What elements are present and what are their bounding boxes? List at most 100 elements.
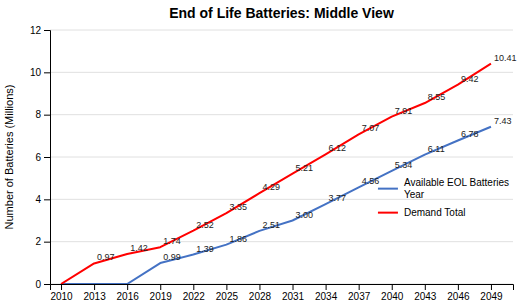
data-label: 6.78: [461, 129, 479, 139]
x-tick-label: 2019: [150, 291, 173, 302]
x-tick-mark: [259, 284, 260, 290]
y-grid: [50, 30, 513, 284]
y-tick-mark: [44, 242, 50, 243]
x-tick-label: 2043: [414, 291, 437, 302]
grid-line: [50, 199, 513, 200]
data-label: 9.42: [461, 74, 479, 84]
y-tick: 12: [30, 25, 50, 36]
legend-item: Demand Total: [378, 207, 466, 218]
data-label: 2.52: [196, 220, 214, 230]
lines: [61, 64, 491, 284]
x-tick-label: 2040: [381, 291, 404, 302]
y-tick: 0: [35, 279, 50, 290]
data-label: 1.74: [163, 236, 181, 246]
legend-item: Available EOL BatteriesYear: [378, 177, 509, 200]
x-tick-mark: [458, 284, 459, 290]
y-tick-label: 12: [30, 25, 42, 36]
y-tick: 4: [35, 194, 50, 205]
y-tick-mark: [44, 72, 50, 73]
grid-line: [50, 72, 513, 73]
x-axis: 2010 2013 2016 2019 2022 2025 2028 2031 2034 2037…: [50, 284, 513, 302]
x-tick: 2031: [282, 284, 305, 302]
data-label: 6.12: [329, 143, 347, 153]
x-tick-mark: [326, 284, 327, 290]
x-tick-label: 2022: [183, 291, 206, 302]
series-line: [61, 127, 491, 284]
x-tick-mark: [293, 284, 294, 290]
data-label: 7.43: [494, 116, 512, 126]
legend-swatch: [378, 212, 398, 214]
x-tick: 2013: [83, 284, 106, 302]
y-tick-label: 8: [35, 109, 41, 120]
x-tick: 2028: [249, 284, 272, 302]
data-label: 1.42: [130, 243, 148, 253]
y-tick-label: 0: [35, 279, 41, 290]
data-label: 0.99: [163, 252, 181, 262]
series-line: [61, 64, 491, 284]
x-tick-label: 2034: [315, 291, 338, 302]
y-tick-label: 10: [30, 67, 42, 78]
x-tick-label: 2013: [83, 291, 106, 302]
x-tick-mark: [392, 284, 393, 290]
data-label: 8.55: [428, 92, 446, 102]
data-label: 1.39: [196, 244, 214, 254]
legend-swatch: [378, 188, 398, 190]
x-tick-mark: [491, 284, 492, 290]
x-tick-label: 2010: [50, 291, 73, 302]
grid-line: [50, 241, 513, 242]
x-tick-mark: [127, 284, 128, 290]
legend-label: Demand Total: [404, 207, 466, 218]
data-label: 3.77: [329, 193, 347, 203]
y-axis: 0 2 4 6 8 10 12: [30, 25, 51, 290]
data-label: 5.34: [395, 160, 413, 170]
data-label: 3.35: [229, 202, 247, 212]
x-tick: 2046: [447, 284, 470, 302]
y-tick-label: 6: [35, 152, 41, 163]
x-tick: 2019: [150, 284, 173, 302]
y-tick-mark: [44, 284, 50, 285]
data-label: 2.51: [262, 220, 280, 230]
y-axis-line: [44, 31, 51, 285]
grid-line: [50, 30, 513, 31]
data-label: 3.00: [296, 210, 314, 220]
data-label: 7.91: [395, 106, 413, 116]
data-label: 5.21: [296, 163, 314, 173]
x-tick-label: 2031: [282, 291, 305, 302]
x-tick-mark: [61, 284, 62, 290]
x-tick-mark: [425, 284, 426, 290]
x-tick-mark: [226, 284, 227, 290]
x-tick: 2010: [50, 284, 73, 302]
x-tick: 2049: [480, 284, 503, 302]
grid-line: [50, 157, 513, 158]
x-tick: 2022: [183, 284, 206, 302]
y-tick-mark: [44, 30, 50, 31]
data-label: 1.86: [229, 234, 247, 244]
data-label: 0.97: [97, 252, 115, 262]
y-tick: 10: [30, 67, 50, 78]
x-tick-mark: [193, 284, 194, 290]
x-axis-line: [51, 285, 514, 291]
y-axis-title: Number of Batteries (Millions): [3, 85, 15, 230]
data-label: 6.11: [428, 144, 445, 154]
x-tick-mark: [160, 284, 161, 290]
y-tick: 6: [35, 152, 50, 163]
x-tick: 2016: [117, 284, 140, 302]
legend: Available EOL BatteriesYear Demand Total: [378, 177, 509, 218]
x-tick-label: 2046: [447, 291, 470, 302]
chart-svg: 2010201320162019202220252028203120342037…: [0, 0, 531, 308]
x-tick: 2043: [414, 284, 437, 302]
y-tick-mark: [44, 199, 50, 200]
data-label: 4.29: [262, 182, 280, 192]
grid-line: [50, 114, 513, 115]
x-tick: 2037: [348, 284, 371, 302]
x-tick: 2034: [315, 284, 338, 302]
y-tick: 2: [35, 236, 50, 247]
data-labels: 0.99 1.39 1.86 2.51 3.00 3.77 4.56 5.34 6.11 6.78…: [97, 53, 516, 263]
x-tick-mark: [94, 284, 95, 290]
y-tick: 8: [35, 109, 50, 120]
legend-label: Available EOL BatteriesYear: [404, 177, 509, 200]
data-label: 10.41: [494, 53, 517, 63]
data-label: 4.56: [362, 176, 380, 186]
x-tick-label: 2025: [216, 291, 239, 302]
x-tick-label: 2049: [480, 291, 503, 302]
